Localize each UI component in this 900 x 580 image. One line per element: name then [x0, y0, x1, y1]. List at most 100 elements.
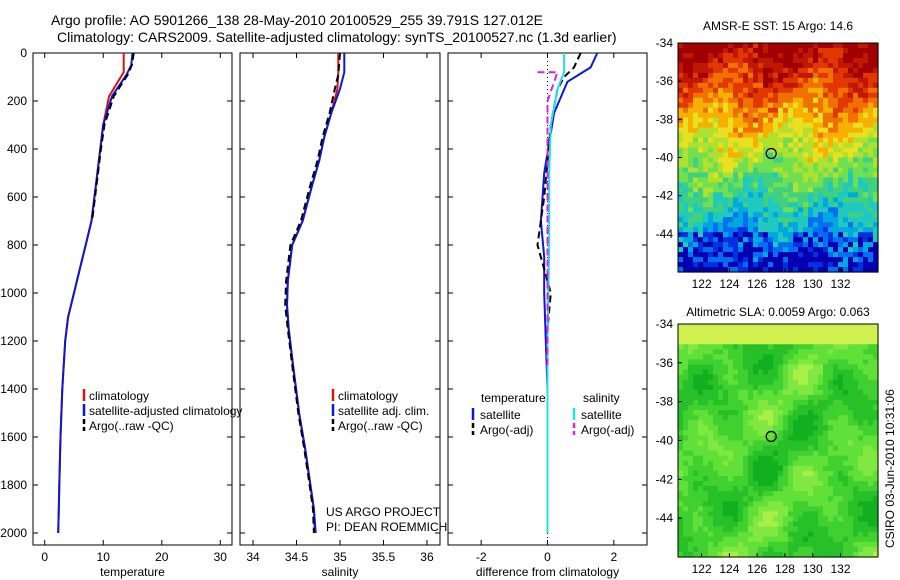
- map-1-cell: [753, 162, 759, 169]
- map-2-cell: [758, 531, 764, 538]
- map-2-cell: [723, 445, 729, 452]
- map-2-cell: [713, 339, 719, 345]
- map-1-cell: [873, 132, 879, 139]
- map-1-cell: [853, 232, 859, 238]
- map-1-cell: [848, 252, 854, 258]
- map-1-cell: [733, 172, 739, 179]
- map-1-cell: [768, 152, 774, 159]
- map-2-cell: [858, 475, 864, 482]
- map-2-cell: [763, 359, 769, 366]
- map-1-cell: [698, 202, 704, 208]
- map-2-cell: [858, 379, 864, 386]
- map-2-cell: [813, 460, 819, 467]
- map-2-cell: [698, 516, 704, 523]
- map-2-cell: [843, 511, 849, 518]
- map-1-cell: [803, 87, 809, 94]
- map-1-cell: [813, 107, 819, 114]
- map-1-cell: [748, 87, 754, 94]
- map-1-cell: [738, 267, 744, 273]
- map-1-cell: [818, 192, 824, 198]
- map-1-cell: [733, 247, 739, 253]
- map-2-cell: [738, 334, 744, 340]
- map-2-cell: [863, 541, 869, 548]
- map-2-cell: [728, 364, 734, 371]
- map-2-cell: [868, 546, 874, 553]
- map-2-cell: [708, 389, 714, 396]
- map-2-cell: [868, 334, 874, 340]
- map-2-cell: [863, 521, 869, 528]
- map-1-cell: [753, 247, 759, 253]
- map-1-cell: [793, 147, 799, 154]
- map-2-cell: [698, 445, 704, 452]
- map-2-cell: [773, 364, 779, 371]
- map-2-cell: [748, 506, 754, 513]
- map-2-cell: [763, 384, 769, 391]
- map-2-cell: [763, 430, 769, 437]
- map-2-cell: [713, 369, 719, 376]
- map-2-cell: [868, 364, 874, 371]
- map-1-cell: [763, 52, 769, 59]
- map-2-cell: [758, 491, 764, 497]
- map-2-cell: [718, 475, 724, 482]
- map-2-cell: [818, 359, 824, 366]
- map-2-cell: [703, 389, 709, 396]
- panel-2-frame: [239, 52, 441, 546]
- map-2-cell: [858, 506, 864, 513]
- map-2-cell: [753, 334, 759, 340]
- map-1-cell: [773, 242, 779, 248]
- map-1-cell: [718, 187, 724, 193]
- map-1-cell: [808, 172, 814, 179]
- map-2-cell: [743, 445, 749, 452]
- map-2-cell: [838, 394, 844, 401]
- map-2-cell: [788, 379, 794, 386]
- map-1-cell: [723, 172, 729, 179]
- map-2-cell: [863, 359, 869, 366]
- map-1-cell: [698, 237, 704, 243]
- map-1-cell: [763, 57, 769, 64]
- map-2-cell: [713, 405, 719, 411]
- map-1-cell: [698, 257, 704, 263]
- map-2-cell: [728, 374, 734, 381]
- map-2-cell: [793, 410, 799, 416]
- map-2-cell: [848, 445, 854, 452]
- map-1-cell: [868, 107, 874, 114]
- map-2-cell: [688, 470, 694, 477]
- map-2-cell: [688, 541, 694, 548]
- map-1-cell: [823, 102, 829, 109]
- map-1-cell: [683, 177, 689, 183]
- map-1-cell: [733, 82, 739, 89]
- map-2-cell: [838, 481, 844, 487]
- map-2-cell: [868, 369, 874, 376]
- map-2-cell: [803, 496, 809, 502]
- map-1-cell: [678, 212, 684, 218]
- map-1-cell: [853, 162, 859, 169]
- map-1-cell: [798, 207, 804, 213]
- map-2-cell: [818, 384, 824, 391]
- map-1-cell: [818, 97, 824, 104]
- map-2-cell: [803, 440, 809, 447]
- map-2-cell: [703, 394, 709, 401]
- map-2-cell: [848, 460, 854, 467]
- map-2-cell: [863, 394, 869, 401]
- map-2-cell: [713, 364, 719, 371]
- map-1-cell: [763, 202, 769, 208]
- map-2-cell: [873, 455, 879, 462]
- map-1-cell: [873, 192, 879, 198]
- map-1-cell: [863, 72, 869, 79]
- map-1-cell: [803, 232, 809, 238]
- map-2-cell: [678, 430, 684, 437]
- map-1-cell: [693, 162, 699, 169]
- map-2-cell: [768, 374, 774, 381]
- map-1-cell: [748, 157, 754, 164]
- map-1-cell: [718, 67, 724, 74]
- depth-tick-label: 1200: [0, 334, 27, 348]
- map-1-cell: [688, 152, 694, 159]
- map-1-cell: [708, 187, 714, 193]
- map-1-cell: [763, 157, 769, 164]
- map-2-cell: [688, 531, 694, 538]
- map-2-cell: [773, 369, 779, 376]
- map-1-cell: [753, 237, 759, 243]
- map-2-cell: [723, 410, 729, 416]
- map-1-cell: [813, 207, 819, 213]
- map-1-cell: [793, 192, 799, 198]
